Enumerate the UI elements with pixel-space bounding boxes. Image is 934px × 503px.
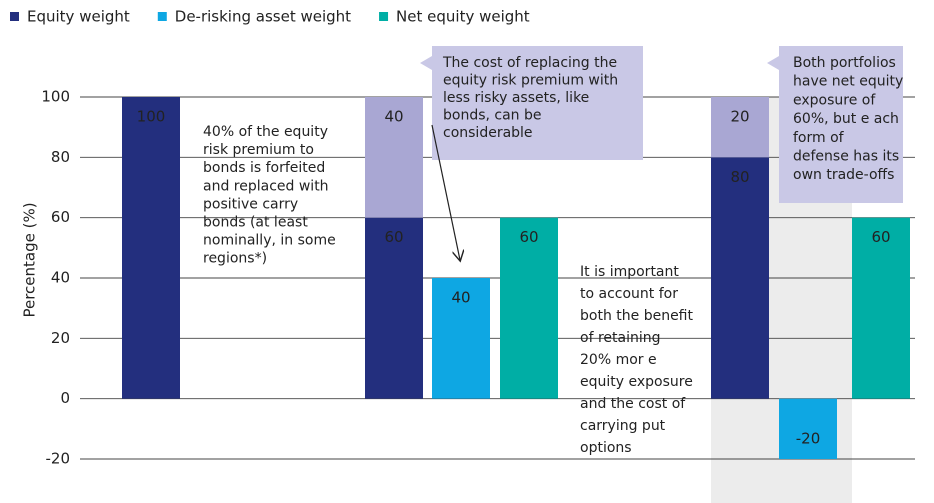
bar — [122, 97, 180, 399]
annotation-text: options — [580, 440, 632, 456]
annotation-text: considerable — [443, 125, 533, 141]
annotation-text: form of — [793, 130, 845, 146]
annotation-text: bonds, can be — [443, 108, 542, 124]
annotation-text: defense has its — [793, 149, 899, 165]
annotation-text: It is important — [580, 264, 679, 280]
legend-label: Net equity weight — [396, 8, 530, 26]
annotation-text: less risky assets, like — [443, 90, 589, 106]
annotation-text: and the cost of — [580, 396, 686, 412]
bar — [779, 398, 837, 459]
bar — [365, 217, 423, 399]
annotation-text: equity risk premium with — [443, 73, 618, 89]
y-tick-label: 100 — [41, 88, 70, 106]
annotation-text: equity exposure — [580, 374, 693, 390]
data-label: -20 — [796, 430, 821, 448]
annotation-text: regions*) — [203, 251, 267, 267]
annotation-text: have net equity — [793, 74, 903, 90]
data-label: 80 — [730, 168, 749, 186]
legend-swatch — [157, 12, 167, 21]
y-tick-label: 80 — [51, 148, 70, 166]
data-label: 40 — [384, 108, 403, 126]
y-tick-label: 40 — [51, 269, 70, 287]
annotation-text: bonds (at least — [203, 215, 308, 231]
annotation-text: both the benefit — [580, 308, 693, 324]
annotation-text: exposure of — [793, 92, 876, 108]
annotation-text: bonds is forfeited — [203, 160, 325, 176]
annotation-text: of retaining — [580, 330, 661, 346]
y-tick-label: -20 — [46, 450, 71, 468]
annotation-text: The cost of replacing the — [442, 55, 617, 71]
y-tick-label: 20 — [51, 329, 70, 347]
data-label: 20 — [730, 108, 749, 126]
annotation-text: risk premium to — [203, 142, 314, 158]
callout-box — [767, 46, 903, 203]
y-tick-label: 60 — [51, 208, 70, 226]
annotation-text: 20% mor e — [580, 352, 657, 368]
bar — [432, 278, 490, 399]
annotation-text: 60%, but e ach — [793, 111, 899, 127]
bar — [500, 217, 558, 399]
legend-label: De-risking asset weight — [175, 8, 351, 26]
callout-box — [420, 46, 643, 160]
annotation-text: carrying put — [580, 418, 666, 434]
data-label: 60 — [871, 228, 890, 246]
annotation-text: 40% of the equity — [203, 124, 328, 140]
data-label: 100 — [137, 108, 166, 126]
bar — [711, 97, 769, 158]
annotation-text: positive carry — [203, 196, 298, 212]
annotation-text: nominally, in some — [203, 233, 336, 249]
y-axis-label: Percentage (%) — [21, 202, 39, 317]
data-label: 60 — [384, 228, 403, 246]
arrow — [431, 124, 460, 260]
annotation-text: and replaced with — [203, 178, 329, 194]
annotation-text: Both portfolios — [793, 55, 896, 71]
bar — [365, 97, 423, 218]
legend-swatch — [10, 12, 19, 21]
data-label: 60 — [519, 228, 538, 246]
legend-label: Equity weight — [27, 8, 130, 26]
legend-swatch — [379, 12, 389, 21]
data-label: 40 — [451, 289, 470, 307]
y-tick-label: 0 — [60, 389, 70, 407]
bar — [852, 217, 910, 399]
annotation-text: own trade-offs — [793, 167, 894, 183]
bar — [711, 157, 769, 399]
annotation-text: to account for — [580, 286, 678, 302]
